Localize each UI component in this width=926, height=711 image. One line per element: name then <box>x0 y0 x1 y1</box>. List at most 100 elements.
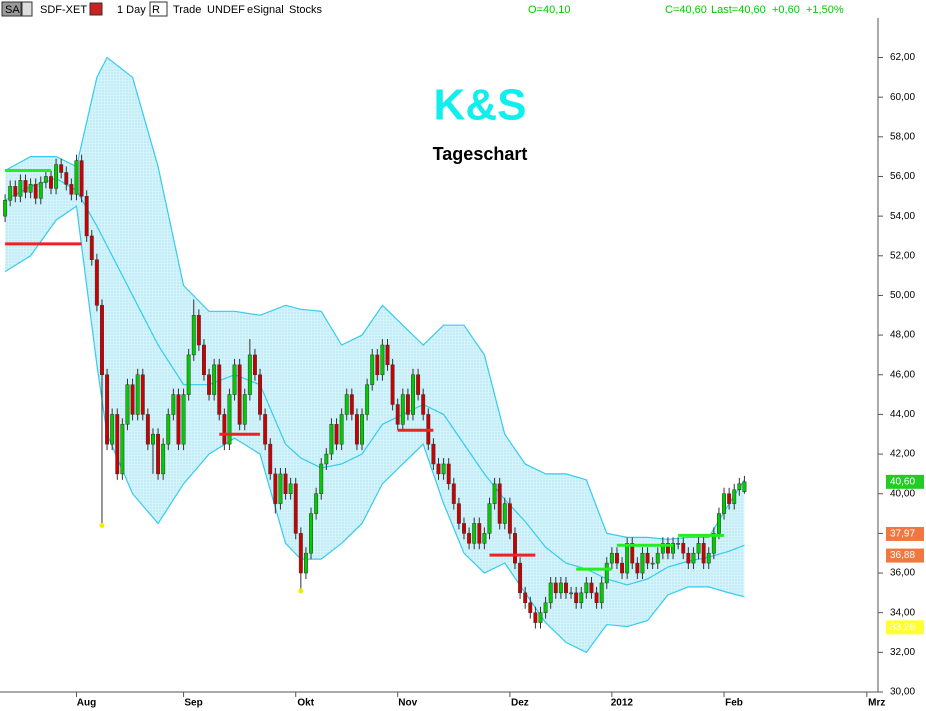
candle-body <box>711 533 716 554</box>
candle-body <box>161 443 166 475</box>
x-tick-label: Sep <box>184 698 202 709</box>
price-tag-label: 40,60 <box>890 476 915 487</box>
plot-area <box>3 56 747 654</box>
y-tick-label: 32,00 <box>890 647 915 658</box>
candle-body <box>574 592 579 604</box>
candle-body <box>411 374 415 415</box>
candle-body <box>344 394 349 415</box>
candle-body <box>222 414 227 445</box>
candle-body <box>349 394 354 415</box>
candle-body <box>681 543 686 554</box>
candle-body <box>3 200 8 217</box>
candle-body <box>538 612 543 623</box>
candle-body <box>110 414 115 445</box>
candle-body <box>186 354 191 395</box>
candle-body <box>207 374 212 395</box>
candle-body <box>59 164 64 173</box>
candle-body <box>594 592 599 604</box>
y-tick-label: 46,00 <box>890 369 915 380</box>
candle-body <box>456 503 461 524</box>
candle-body <box>727 493 732 504</box>
candle-body <box>390 364 395 405</box>
candle-body <box>620 562 625 574</box>
candle-body <box>33 184 38 199</box>
candle-body <box>650 562 655 565</box>
candle-body <box>640 552 645 574</box>
x-tick-label: Mrz <box>868 698 885 709</box>
band-upper <box>4 56 745 540</box>
candle-body <box>492 483 497 504</box>
candle-body <box>400 394 405 425</box>
candle-body <box>23 180 28 193</box>
price-tag <box>886 548 924 563</box>
candle-body <box>13 186 18 197</box>
candle-body <box>232 364 237 395</box>
candle-body <box>599 582 604 604</box>
candle-body <box>431 443 436 465</box>
x-tick-label: Dez <box>511 698 529 709</box>
candle-body <box>548 582 553 604</box>
candle-body <box>482 533 487 544</box>
candle-body <box>263 414 268 445</box>
candle-body <box>569 592 574 595</box>
candle-body <box>319 463 324 494</box>
candle-body <box>421 394 426 415</box>
candle-body <box>237 364 242 425</box>
candle-body <box>258 374 262 415</box>
candle-body <box>151 433 155 445</box>
candle-body <box>212 364 217 395</box>
toolbar: SA SDF-XET 1 Day R Trade UNDEF eSignal S… <box>0 0 926 18</box>
y-tick-label: 54,00 <box>890 211 915 222</box>
candle-body <box>737 483 742 491</box>
candle-body <box>472 523 477 544</box>
candle-body <box>635 562 640 574</box>
symbol-box-label: SA <box>5 4 20 16</box>
r-box[interactable] <box>149 1 168 17</box>
candle-body <box>676 543 681 545</box>
candle-body <box>273 473 278 504</box>
color-box[interactable] <box>89 2 103 16</box>
candle-body <box>100 305 104 376</box>
candle-body <box>227 394 232 445</box>
candle-body <box>145 414 150 445</box>
candle-body <box>558 582 563 594</box>
candle-body <box>140 374 145 415</box>
candle-body <box>691 552 696 564</box>
low-marker <box>99 522 105 528</box>
candle-body <box>385 344 390 366</box>
candle-body <box>217 364 222 415</box>
candle-body <box>334 424 339 445</box>
interval: 1 Day <box>117 4 146 16</box>
symbol-dropdown[interactable] <box>21 1 33 17</box>
candle-body <box>716 513 721 534</box>
candle-body <box>502 503 507 524</box>
y-tick-label: 30,00 <box>890 687 915 698</box>
candle-body <box>589 582 594 594</box>
candle-body <box>446 463 451 485</box>
r-box-label: R <box>152 4 160 16</box>
candle-body <box>89 235 94 260</box>
candle-body <box>242 394 247 425</box>
candle-body <box>125 384 130 425</box>
candle-body <box>584 582 589 594</box>
mode: Trade <box>173 4 201 16</box>
toolbar-bg <box>0 0 926 18</box>
candle-body <box>732 489 737 504</box>
candle-body <box>196 315 201 346</box>
candle-body <box>513 533 517 564</box>
y-tick-label: 48,00 <box>890 330 915 341</box>
candle-body <box>462 523 466 534</box>
candle-body <box>339 414 344 445</box>
candle-body <box>518 562 523 594</box>
band-middle <box>4 177 745 586</box>
symbol-box[interactable] <box>1 1 22 17</box>
candle-body <box>135 374 140 415</box>
candle-body <box>293 483 298 534</box>
y-tick-label: 36,00 <box>890 568 915 579</box>
candle-body <box>176 394 181 445</box>
candle-body <box>329 424 334 455</box>
y-tick-label: 34,00 <box>890 607 915 618</box>
band-lower <box>4 205 745 654</box>
